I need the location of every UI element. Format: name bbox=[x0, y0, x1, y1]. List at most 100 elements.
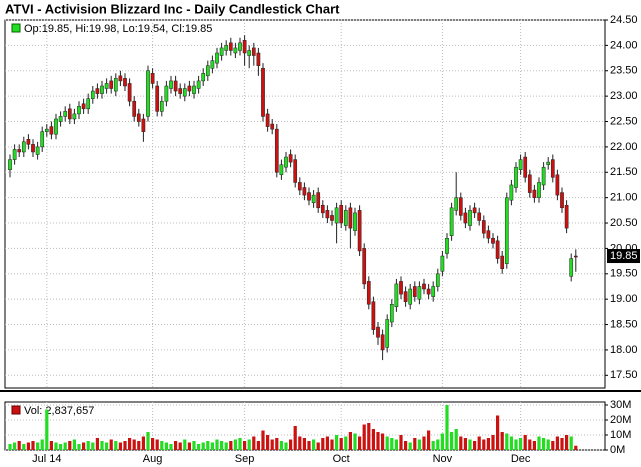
candle-body bbox=[215, 52, 219, 64]
volume-bar bbox=[468, 439, 472, 450]
candle-body bbox=[40, 131, 45, 148]
candle-body bbox=[376, 326, 380, 338]
candle-body bbox=[389, 303, 394, 323]
candle-body bbox=[100, 85, 104, 94]
candle-body bbox=[228, 42, 233, 51]
volume-bar bbox=[335, 435, 339, 450]
volume-bar bbox=[91, 442, 95, 450]
candle-body bbox=[366, 281, 371, 305]
volume-bar bbox=[555, 436, 559, 450]
volume-bar bbox=[367, 423, 371, 450]
candle-body bbox=[486, 230, 491, 239]
volume-bar bbox=[155, 439, 159, 450]
candle-body bbox=[270, 123, 275, 130]
volume-bar bbox=[105, 442, 109, 450]
volume-bar bbox=[8, 444, 12, 450]
candle-body bbox=[155, 85, 160, 112]
volume-bar bbox=[376, 432, 380, 450]
ohlc-legend: Op:19.85, Hi:19.98, Lo:19.54, Cl:19.85 bbox=[24, 23, 212, 35]
candle-body bbox=[394, 283, 399, 308]
volume-bar bbox=[49, 441, 53, 450]
candle-body bbox=[196, 80, 201, 89]
candle-body bbox=[136, 113, 141, 122]
candle-body bbox=[514, 166, 518, 188]
volume-bar bbox=[505, 433, 509, 450]
x-tick-label: Oct bbox=[333, 453, 350, 465]
candle-body bbox=[426, 288, 431, 295]
volume-bar bbox=[40, 439, 44, 450]
y-tick-label: 18.50 bbox=[610, 318, 638, 330]
candle-body bbox=[182, 88, 187, 97]
volume-bar bbox=[353, 433, 357, 450]
y-tick-label: 10M bbox=[610, 429, 631, 441]
volume-bar bbox=[128, 438, 132, 450]
candle-body bbox=[127, 83, 132, 102]
candle-body bbox=[431, 286, 436, 297]
volume-bar bbox=[454, 429, 458, 450]
volume-bar bbox=[82, 442, 86, 450]
x-tick-label: Aug bbox=[143, 453, 163, 465]
volume-bar bbox=[266, 435, 270, 450]
volume-bar bbox=[275, 438, 279, 450]
volume-bar bbox=[206, 441, 210, 450]
volume-bar bbox=[215, 439, 219, 450]
candle-body bbox=[504, 197, 509, 264]
candle-body bbox=[210, 60, 215, 69]
volume-bar bbox=[197, 444, 201, 450]
candle-body bbox=[247, 50, 252, 56]
volume-bar bbox=[551, 441, 555, 450]
candle-body bbox=[219, 47, 224, 56]
volume-bar bbox=[293, 426, 297, 450]
y-tick-label: 24.50 bbox=[610, 14, 638, 26]
volume-bar bbox=[390, 438, 394, 450]
volume-bar bbox=[201, 442, 205, 450]
y-tick-label: 23.50 bbox=[610, 65, 638, 77]
candle-body bbox=[348, 207, 353, 229]
volume-bar bbox=[22, 444, 26, 450]
volume-legend: Vol: 2,837,657 bbox=[24, 405, 94, 417]
volume-bar bbox=[54, 442, 58, 450]
candle-body bbox=[205, 65, 210, 77]
volume-bar bbox=[509, 436, 513, 450]
candle-body bbox=[169, 80, 173, 89]
volume-bar bbox=[279, 441, 283, 450]
volume-bar bbox=[537, 436, 541, 450]
volume-bar bbox=[496, 415, 500, 450]
y-tick-label: 0M bbox=[610, 444, 625, 456]
candle-body bbox=[21, 141, 26, 153]
candle-body bbox=[550, 159, 555, 178]
volume-bar bbox=[408, 442, 412, 450]
volume-bar bbox=[224, 442, 228, 450]
volume-bar bbox=[381, 433, 385, 450]
volume-bar bbox=[100, 441, 104, 450]
y-tick-label: 17.50 bbox=[610, 369, 638, 381]
volume-bar bbox=[302, 438, 306, 450]
candle-body bbox=[445, 238, 449, 254]
volume-bar bbox=[256, 441, 260, 450]
volume-bar bbox=[210, 442, 214, 450]
y-tick-label: 18.00 bbox=[610, 344, 638, 356]
candle-body bbox=[86, 98, 91, 110]
volume-bar bbox=[95, 438, 99, 450]
candle-body bbox=[256, 52, 261, 66]
candle-body bbox=[385, 319, 390, 348]
volume-bar bbox=[422, 436, 426, 450]
volume-bar bbox=[413, 438, 417, 450]
candle-body bbox=[54, 118, 58, 135]
y-tick-label: 20M bbox=[610, 414, 631, 426]
candle-body bbox=[357, 210, 362, 252]
candle-body bbox=[412, 286, 417, 297]
volume-bar bbox=[445, 405, 449, 450]
volume-bar bbox=[321, 438, 325, 450]
volume-bar bbox=[261, 430, 265, 450]
y-tick-label: 30M bbox=[610, 399, 631, 411]
candle-body bbox=[408, 288, 413, 305]
volume-bar bbox=[459, 436, 463, 450]
volume-bar bbox=[358, 436, 362, 450]
candle-body bbox=[458, 197, 463, 216]
volume-bar bbox=[13, 442, 17, 450]
volume-bar bbox=[178, 442, 182, 450]
candle-body bbox=[293, 159, 298, 183]
volume-bar bbox=[486, 438, 490, 450]
